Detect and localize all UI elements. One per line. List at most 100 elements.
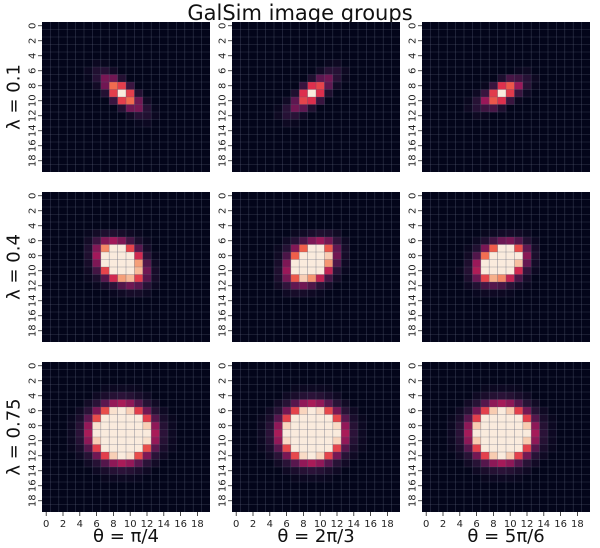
heatmap-cell: [92, 237, 102, 245]
heatmap-cell: [142, 244, 152, 253]
heatmap-panel-r0-c2: 0 2 4 6 8 10 12 14 16 18: [408, 22, 590, 172]
heatmap-cell: [274, 259, 283, 268]
heatmap-cell: [134, 414, 144, 423]
heatmap-cell: [126, 97, 135, 105]
heatmap-cell: [84, 267, 93, 275]
heatmap-cell: [324, 429, 334, 438]
y-tick-label: 4: [28, 393, 39, 399]
heatmap-cell: [522, 399, 532, 408]
heatmap-cell: [522, 267, 532, 275]
heatmap-cell: [506, 267, 515, 275]
y-tick-label: 10: [28, 94, 39, 107]
heatmap-cell: [324, 444, 334, 453]
heatmap-cell: [265, 407, 275, 415]
heatmap-cell: [531, 414, 540, 423]
heatmap-cell: [109, 392, 118, 400]
heatmap-cell: [506, 474, 515, 483]
heatmap-cell: [92, 82, 102, 90]
heatmap-cell: [349, 437, 359, 445]
heatmap-cell: [332, 74, 342, 83]
heatmap-cell: [324, 74, 334, 83]
heatmap-cell: [117, 267, 127, 275]
x-tick-label: 14: [537, 519, 550, 530]
heatmap-cell: [497, 384, 507, 393]
heatmap-cell: [126, 414, 135, 423]
heatmap-cell: [316, 89, 325, 98]
heatmap-cell: [464, 282, 473, 290]
y-tick-label: 14: [28, 464, 39, 477]
y-tick-label: 16: [408, 479, 419, 492]
y-tick-label: 12: [218, 449, 229, 462]
heatmap-cell: [506, 437, 515, 445]
heatmap-cell: [341, 414, 350, 423]
heatmap-cell: [92, 252, 102, 260]
heatmap-cell: [514, 237, 524, 245]
heatmap-cell: [100, 237, 110, 245]
y-tick-label: 0: [218, 193, 229, 199]
heatmap-cell: [332, 392, 342, 400]
heatmap-cell: [92, 274, 102, 283]
heatmap-cell: [307, 104, 317, 113]
y-tick-label: 18: [218, 494, 229, 507]
heatmap-cell: [109, 452, 118, 460]
heatmap-cell: [506, 97, 515, 105]
heatmap-cell: [332, 422, 342, 430]
heatmap-cell: [100, 474, 110, 483]
heatmap-cell: [531, 429, 540, 438]
heatmap-cell: [290, 459, 300, 468]
heatmap-cell: [316, 407, 325, 415]
heatmap-cell: [506, 429, 515, 438]
heatmap-cell: [126, 407, 135, 415]
heatmap-cell: [480, 289, 490, 298]
y-tick-label: 14: [28, 124, 39, 137]
heatmap-cell: [257, 429, 266, 438]
heatmap-cell: [117, 244, 127, 253]
heatmap-cell: [142, 259, 152, 268]
heatmap-cell: [497, 104, 507, 113]
y-tick-label: 10: [408, 94, 419, 107]
heatmap-cell: [506, 74, 515, 83]
heatmap-cell: [151, 259, 160, 268]
heatmap-cell: [506, 452, 515, 460]
y-tick-label: 6: [408, 408, 419, 414]
heatmap-cell: [472, 452, 482, 460]
heatmap-cell: [274, 104, 283, 113]
heatmap-cell: [84, 452, 93, 460]
y-tick-label: 0: [218, 23, 229, 29]
heatmap-cell: [142, 104, 152, 113]
heatmap-cell: [100, 384, 110, 393]
heatmap-cell: [290, 229, 300, 238]
heatmap-cell: [290, 237, 300, 245]
heatmap-cell: [464, 97, 473, 105]
x-tick-label: 10: [124, 519, 137, 530]
heatmap-cell: [134, 289, 144, 298]
y-tick-label: 16: [28, 479, 39, 492]
heatmap-cell: [134, 437, 144, 445]
heatmap-cell: [332, 399, 342, 408]
heatmap-cell: [506, 392, 515, 400]
y-tick-label: 8: [28, 253, 39, 259]
heatmap-cell: [341, 429, 350, 438]
heatmap-cell: [332, 244, 342, 253]
heatmap-cell: [472, 422, 482, 430]
heatmap-cell: [341, 437, 350, 445]
heatmap-cell: [109, 437, 118, 445]
heatmap-cell: [358, 414, 367, 423]
heatmap-cell: [142, 452, 152, 460]
heatmap-panel-r1-c0: 0 2 4 6 8 10 12 14 16 18: [28, 192, 210, 342]
heatmap-cell: [290, 422, 300, 430]
y-tick-label: 2: [218, 378, 229, 384]
heatmap-cell: [126, 229, 135, 238]
heatmap-cell: [75, 437, 85, 445]
heatmap-cell: [506, 444, 515, 453]
heatmap-cell: [497, 467, 507, 475]
y-tick-label: 10: [408, 434, 419, 447]
heatmap-cell: [109, 67, 118, 75]
heatmap-cell: [514, 244, 524, 253]
heatmap-cell: [489, 467, 498, 475]
heatmap-cell: [117, 459, 127, 468]
heatmap-cell: [497, 252, 507, 260]
heatmap-cell: [514, 252, 524, 260]
heatmap-cell: [274, 274, 283, 283]
heatmap-cell: [522, 459, 532, 468]
